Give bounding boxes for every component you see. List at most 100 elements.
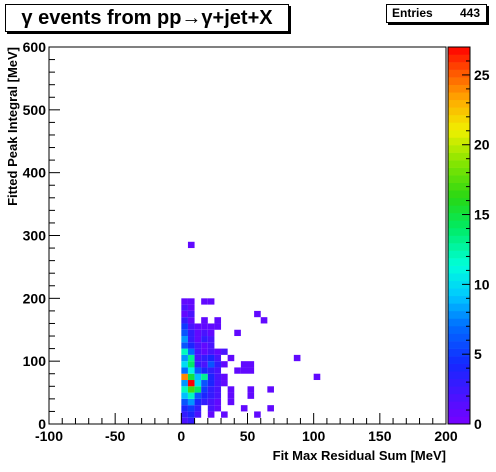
heatmap-bin xyxy=(247,367,255,374)
palette-segment xyxy=(448,258,470,266)
heatmap-bin xyxy=(194,380,202,387)
x-tick-label: 50 xyxy=(240,428,256,444)
heatmap-bin xyxy=(207,329,215,337)
x-tick-label: 150 xyxy=(368,428,392,444)
palette-segment xyxy=(448,250,470,259)
heatmap-bin xyxy=(267,405,274,412)
y-tick-label: 100 xyxy=(23,353,47,369)
heatmap-bin xyxy=(201,342,208,349)
heatmap-bin xyxy=(214,317,222,324)
heatmap-bin xyxy=(187,298,195,305)
palette-segment xyxy=(448,99,470,108)
heatmap-bin xyxy=(221,361,228,368)
x-tick-label: 200 xyxy=(434,428,458,444)
heatmap-bin xyxy=(181,298,188,305)
palette-segment xyxy=(448,77,470,85)
heatmap-bin xyxy=(207,398,215,406)
heatmap-bin xyxy=(207,323,215,330)
heatmap-bin xyxy=(194,411,202,418)
heatmap-bin xyxy=(187,380,195,387)
heatmap-bin xyxy=(181,304,188,311)
heatmap-bin xyxy=(181,411,188,418)
heatmap-bin xyxy=(181,348,188,355)
heatmap-bin xyxy=(201,298,208,305)
heatmap-bin xyxy=(221,411,228,418)
palette-segment xyxy=(448,212,470,221)
heatmap-bin xyxy=(221,373,228,381)
heatmap-bin xyxy=(254,310,261,318)
palette-segment xyxy=(448,129,470,138)
palette-segment xyxy=(448,288,470,297)
heatmap-bin xyxy=(214,380,222,387)
heatmap-bin xyxy=(234,367,241,374)
palette-frame xyxy=(447,46,471,425)
heatmap-bin xyxy=(187,392,195,399)
palette-segment xyxy=(448,310,470,319)
palette-tick-label: 0 xyxy=(474,416,482,432)
heatmap-bin xyxy=(194,405,202,412)
palette-segment xyxy=(448,378,470,387)
heatmap-bin xyxy=(181,361,188,368)
heatmap-bin xyxy=(254,411,261,418)
heatmap-bin xyxy=(181,392,188,399)
heatmap-bin xyxy=(207,386,215,393)
heatmap-bin xyxy=(187,361,195,368)
heatmap-bin xyxy=(201,392,208,399)
heatmap-bin xyxy=(221,348,228,355)
palette-segment xyxy=(448,325,470,334)
heatmap-bin xyxy=(201,336,208,343)
y-axis: 0 100 200 300 400 500 600 xyxy=(23,39,60,432)
heatmap-bin xyxy=(260,317,268,324)
palette-tick-label: 25 xyxy=(474,67,490,83)
heatmap-bin xyxy=(214,348,222,355)
heatmap-bin xyxy=(267,386,274,393)
palette-tick-label: 20 xyxy=(474,137,490,153)
heatmap-bin xyxy=(234,329,241,337)
heatmap-bin xyxy=(214,405,222,412)
heatmap-bin xyxy=(214,354,222,362)
heatmap-bin xyxy=(201,373,208,381)
heatmap-bin xyxy=(247,392,255,399)
y-axis-title: Fitted Peak Integral [MeV] xyxy=(5,47,20,206)
heatmap-bin xyxy=(207,392,215,399)
heatmap-bin xyxy=(240,361,248,368)
heatmap-bin xyxy=(247,386,255,393)
heatmap-bin xyxy=(207,336,215,343)
heatmap-bin xyxy=(187,348,195,355)
y-tick-label: 500 xyxy=(23,102,47,118)
heatmap-bin xyxy=(194,348,202,355)
heatmap-bin xyxy=(214,386,222,393)
palette-segment xyxy=(448,227,470,236)
palette-segment xyxy=(448,416,470,425)
heatmap-bin xyxy=(201,398,208,406)
palette-segment xyxy=(448,265,470,274)
palette-segment xyxy=(448,371,470,380)
heatmap-bin xyxy=(201,323,208,330)
heatmap-bin xyxy=(194,354,202,362)
heatmap-bin xyxy=(181,367,188,374)
palette-segment xyxy=(448,47,470,55)
palette-tick-label: 5 xyxy=(474,346,482,362)
palette-tick-label: 10 xyxy=(474,276,490,292)
palette-segment xyxy=(448,190,470,199)
heatmap-bin xyxy=(187,411,195,418)
heatmap-bin xyxy=(207,298,215,305)
stats-entries-label: Entries xyxy=(392,6,433,20)
heatmap-bin xyxy=(214,392,222,399)
palette-segment xyxy=(448,348,470,357)
palette-segment xyxy=(448,333,470,342)
palette-segment xyxy=(448,205,470,214)
heatmap-bin xyxy=(181,398,188,406)
heatmap-bin xyxy=(181,380,188,387)
palette-segment xyxy=(448,243,470,251)
palette-segment xyxy=(448,303,470,312)
heatmap-bin xyxy=(187,323,195,330)
heatmap-bin xyxy=(207,405,215,412)
palette-segment xyxy=(448,318,470,327)
heatmap-bin xyxy=(227,398,235,406)
heatmap-bin xyxy=(207,380,215,387)
palette-segment xyxy=(448,393,470,402)
heatmap-bin xyxy=(194,336,202,343)
palette-segment xyxy=(448,408,470,417)
